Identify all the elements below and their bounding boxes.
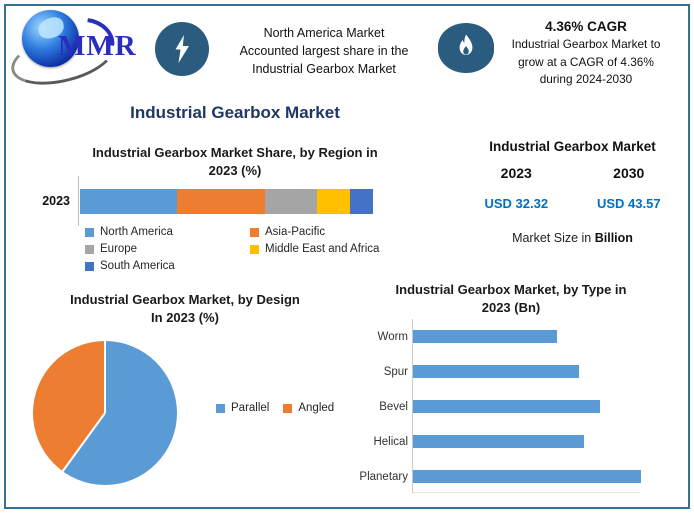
legend-label: Parallel [231,402,270,414]
type-chart-rows: Worm Spur Bevel Helical Planetary [352,319,682,494]
type-category-label: Bevel [379,400,408,413]
type-bar-spur [413,365,580,378]
type-chart-title: Industrial Gearbox Market, by Type in 20… [395,282,627,315]
type-category-label: Helical [373,435,408,448]
legend-label: Asia-Pacific [265,226,326,238]
design-legend-item-parallel: Parallel [216,401,269,415]
legend-swatch-icon [85,261,94,271]
pie-separators [61,341,106,472]
cagr-title: 4.36% CAGR [545,19,627,34]
flame-glyph [459,34,473,55]
type-category-label: Worm [377,330,408,343]
region-segment-asia-pacific [176,189,265,214]
logo-text: MMR [58,30,137,62]
legend-swatch-icon [216,403,225,413]
market-size-footnote: Market Size in Billion [460,231,685,245]
type-bar-helical [413,435,584,448]
type-row-spur: Spur [352,354,682,389]
market-size-years: 2023 2030 [460,165,685,181]
year-2023-label: 2023 [500,165,532,181]
flame-icon [438,23,494,73]
region-chart-title: Industrial Gearbox Market Share, by Regi… [92,145,378,178]
legend-label: North America [100,226,173,238]
region-segment-middle-east-and-africa [317,189,350,214]
mmr-logo: MMR [5,8,154,95]
fact-cagr: 4.36% CAGR Industrial Gearbox Market to … [492,19,680,89]
type-row-helical: Helical [352,424,682,459]
type-bar-worm [413,330,557,343]
type-row-worm: Worm [352,319,682,354]
region-legend-item-north-america: North America [85,225,250,239]
globe-icon [22,10,79,67]
legend-swatch-icon [250,244,259,254]
footnote-bold: Billion [594,231,633,245]
design-pie [33,341,177,485]
design-legend-item-angled: Angled [283,401,334,415]
legend-swatch-icon [85,227,94,237]
legend-swatch-icon [283,403,293,413]
fact-north-america-text: North America Market Accounted largest s… [239,26,409,76]
region-legend-item-asia-pacific: Asia-Pacific [250,225,379,239]
type-row-planetary: Planetary [352,459,682,494]
lightning-icon [155,22,209,76]
legend-label: South America [100,260,175,272]
value-2023: USD 32.32 [484,196,549,211]
region-segment-europe [264,189,318,214]
legend-swatch-icon [85,244,94,254]
region-segment-north-america [80,189,177,214]
region-legend-item-south-america: South America [85,259,250,273]
footnote-regular: Market Size in [512,231,595,245]
page-title: Industrial Gearbox Market [130,103,340,122]
type-bar-track [412,424,641,459]
region-stacked-bar [80,189,373,214]
region-legend-item-middle-east-and-africa: Middle East and Africa [250,242,379,256]
type-row-bevel: Bevel [352,389,682,424]
type-bar-track [412,459,641,494]
type-bar-track [412,354,641,389]
lightning-glyph [175,35,189,63]
type-bar-track [412,389,641,424]
type-bar-track [412,319,641,354]
legend-label: Middle East and Africa [265,243,380,255]
design-legend: Parallel Angled [216,401,334,415]
legend-label: Europe [100,243,138,255]
type-category-label: Planetary [359,470,408,483]
region-category-label: 2023 [42,194,70,208]
type-bar-planetary [413,470,641,483]
type-category-label: Spur [383,365,408,378]
legend-swatch-icon [250,227,259,237]
region-legend: North America Asia-Pacific Europe Middle Ea… [85,225,379,273]
legend-label: Angled [298,402,335,414]
market-size-values: USD 32.32 USD 43.57 [460,196,685,211]
design-chart-title: Industrial Gearbox Market, by Design In … [70,292,300,325]
cagr-text: Industrial Gearbox Market to grow at a C… [511,37,661,86]
region-chart-plot [78,176,375,226]
type-chart-baseline [412,492,640,493]
market-size-title: Industrial Gearbox Market [489,139,656,154]
region-segment-south-america [349,189,373,214]
type-bar-bevel [413,400,600,413]
value-2030: USD 43.57 [596,196,661,211]
region-legend-item-europe: Europe [85,242,250,256]
year-2030-label: 2030 [613,165,645,181]
